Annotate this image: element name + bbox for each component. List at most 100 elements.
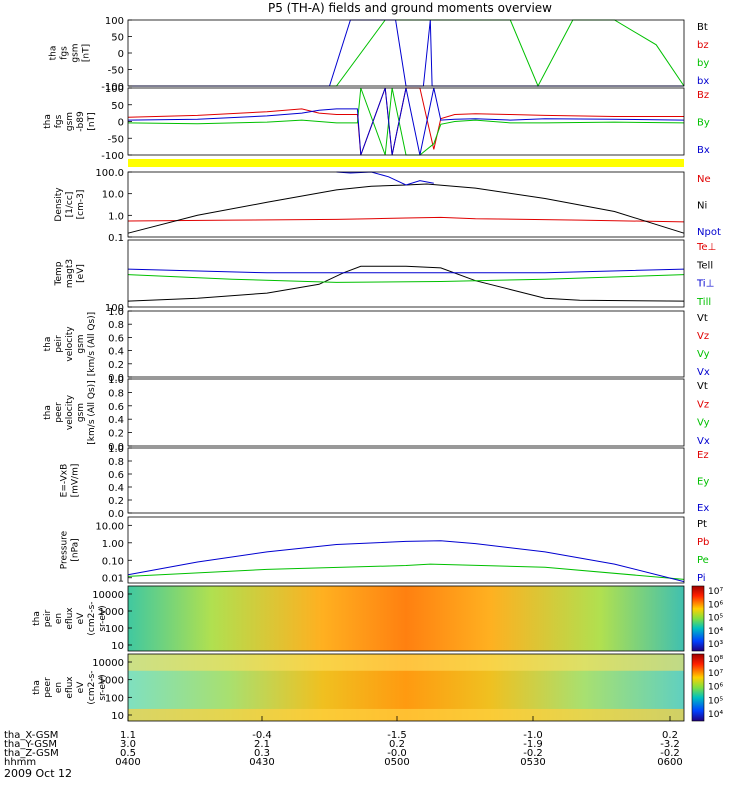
y-tick-label: 10.00 <box>95 521 124 532</box>
series-line-Ti⊥ <box>127 268 685 274</box>
panel-pei_velocity: 1.0 0.8 0.6 0.4 0.2 0.0 tha peir velocity gsm [km/… <box>43 307 710 384</box>
x-row-value: -0.0 <box>387 748 407 759</box>
series-line-Pi <box>127 540 685 583</box>
colorbar-label: 10⁵ <box>708 614 723 624</box>
y-axis-label: [mV/m] <box>71 464 81 498</box>
spectrogram-low-energy <box>128 708 684 721</box>
y-axis-label: peir <box>43 609 53 627</box>
panel-frame <box>127 87 685 156</box>
y-axis-label: tha <box>49 46 59 61</box>
y-tick-label: -50 <box>108 66 124 77</box>
y-axis-label: [km/s (All Qs)] <box>87 312 97 376</box>
y-tick-label: 0.8 <box>108 457 124 468</box>
x-row-name: tha_Z-GSM <box>4 748 59 759</box>
y-axis-label: Pressure <box>60 530 70 569</box>
x-row-value: 0600 <box>657 757 682 768</box>
y-tick-label: 100 <box>105 303 124 314</box>
y-tick-label: 1.00 <box>102 539 124 550</box>
y-tick-label: 100.0 <box>95 168 124 179</box>
x-row-value: -0.4 <box>252 730 272 741</box>
y-axis-label: -b89 <box>76 111 86 132</box>
colorbar-label: 10⁶ <box>708 600 723 610</box>
panel-fgs_zoom: 100 50 0 -50 -100 tha fgs gsm -b89 [nT] Bz By Bx <box>43 84 710 162</box>
y-axis-label: magt3 <box>65 259 75 288</box>
y-tick-label: 1000 <box>99 607 124 618</box>
x-row-value: 0.3 <box>254 748 270 759</box>
panel-frame <box>127 378 685 447</box>
y-tick-label: 10000 <box>92 590 124 601</box>
y-axis-label: [cm-3] <box>76 190 86 220</box>
y-axis-label: (cm2-s- <box>87 601 97 635</box>
panel-fgs: 100 50 0 -50 -100 tha fgs gsm [nT] Bt bz by bx <box>49 16 710 93</box>
y-axis-label: [1/cc] <box>65 192 75 218</box>
y-axis-label: eV <box>76 612 86 625</box>
legend-label-Pt: Pt <box>697 519 707 530</box>
x-row-name: hhmm <box>4 757 36 768</box>
y-tick-label: 1.0 <box>108 444 124 455</box>
series-line-Ne <box>127 216 685 223</box>
x-row-value: 1.1 <box>120 730 136 741</box>
y-axis-label: eflux <box>65 607 75 630</box>
x-row-value: 0.2 <box>389 739 405 750</box>
y-tick-label: 100 <box>105 84 124 95</box>
x-row-value: 0.2 <box>662 730 678 741</box>
y-tick-label: 10000 <box>92 658 124 669</box>
y-tick-label: 10 <box>111 641 124 652</box>
y-axis-label: [nT] <box>82 44 92 62</box>
y-tick-label: 1.0 <box>108 375 124 386</box>
colorbar-label: 10⁴ <box>708 627 723 637</box>
panel-pee_spectrogram: 10⁸ 10⁷ 10⁶ 10⁵ 10⁴ 10000 1000 100 10 tha peer en ef… <box>32 653 723 722</box>
y-axis-label: velocity <box>65 394 75 430</box>
legend-label-Ey: Ey <box>697 477 709 488</box>
series-line-Bx <box>127 87 685 156</box>
series-line-Ni <box>127 183 685 234</box>
legend-label-by: by <box>697 58 709 69</box>
panel-frame <box>127 239 685 308</box>
panel-pressure: 10.00 1.00 0.10 0.01 Pressure [nPa] Pt Pb Pe Pi <box>60 516 709 585</box>
legend-label-Bt: Bt <box>697 22 708 33</box>
y-tick-label: 0.10 <box>102 556 124 567</box>
y-axis-label: fgs <box>60 46 70 60</box>
y-axis-label: Temp <box>54 261 64 286</box>
y-tick-label: 100 <box>105 16 124 27</box>
x-row-value: -1.5 <box>387 730 407 741</box>
series-line-Npot <box>336 171 434 186</box>
y-axis-label: eV <box>76 681 86 694</box>
legend-label-Ne: Ne <box>697 174 711 185</box>
panel-frame <box>127 447 685 514</box>
y-tick-label: 0 <box>118 49 124 60</box>
y-tick-label: 10 <box>111 711 124 722</box>
legend-label-Ez: Ez <box>697 450 709 461</box>
legend-label-Bx: Bx <box>697 145 710 156</box>
date-label: 2009 Oct 12 <box>4 767 72 780</box>
y-axis-label: sr-eV) <box>98 605 108 631</box>
legend-label-Pb: Pb <box>697 537 709 548</box>
legend-label-Vy: Vy <box>697 418 710 429</box>
y-tick-label: 0.4 <box>108 415 124 426</box>
y-tick-label: 0.0 <box>108 509 124 520</box>
colorbar-label: 10⁴ <box>708 710 723 720</box>
y-tick-label: 50 <box>111 33 124 44</box>
y-axis-label: [km/s (All Qs)] <box>87 380 97 444</box>
y-tick-label: 0.01 <box>102 574 124 585</box>
colorbar-label: 10⁷ <box>708 669 723 679</box>
legend-label-Ex: Ex <box>697 503 709 514</box>
legend-label-Till: Till <box>696 297 711 308</box>
y-tick-label: 0.8 <box>108 320 124 331</box>
panel-frame <box>127 516 685 584</box>
legend-label-Vy: Vy <box>697 349 710 360</box>
colorbar-label: 10⁸ <box>708 655 723 665</box>
series-line-by <box>128 19 685 88</box>
colorbar-label: 10³ <box>708 640 723 650</box>
x-row-value: -0.2 <box>660 748 680 759</box>
x-axis-labels: tha_X-GSM 1.1 -0.4 -1.5 -1.0 0.2 tha_Y-GSM 3.0 2… <box>4 716 683 768</box>
y-tick-label: 0.6 <box>108 470 124 481</box>
y-tick-label: 100 <box>105 624 124 635</box>
x-row-name: tha_Y-GSM <box>4 739 57 750</box>
legend-label-By: By <box>697 118 710 129</box>
colorbar-label: 10⁷ <box>708 587 723 597</box>
y-axis-label: gsm <box>76 334 86 353</box>
y-axis-label: peer <box>43 677 53 698</box>
x-row-value: 0500 <box>384 757 409 768</box>
y-tick-label: 1.0 <box>108 211 124 222</box>
